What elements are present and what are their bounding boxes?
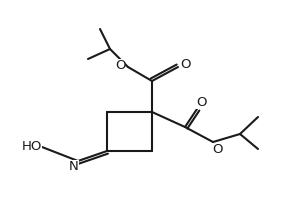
Text: HO: HO: [22, 140, 42, 153]
Text: N: N: [69, 160, 79, 173]
Text: O: O: [180, 58, 190, 71]
Text: O: O: [115, 59, 125, 72]
Text: O: O: [196, 96, 206, 109]
Text: O: O: [212, 143, 222, 156]
